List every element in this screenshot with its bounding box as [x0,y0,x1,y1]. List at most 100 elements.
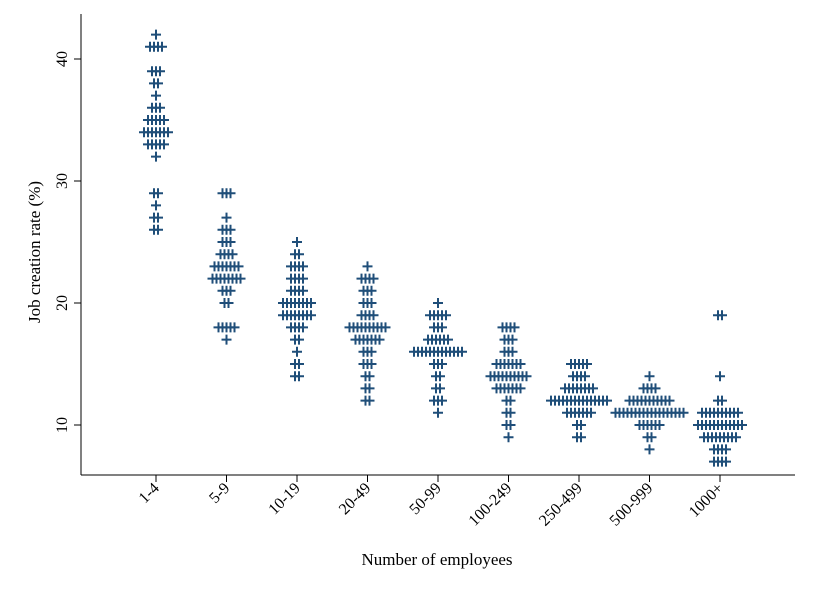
data-point [223,298,234,308]
data-point [233,261,244,272]
data-point [580,371,590,382]
data-point [298,322,308,333]
data-point [521,371,532,382]
data-point [229,322,240,333]
data-point [737,420,747,430]
data-point [380,322,391,333]
x-tick-label: 1-4 [136,480,163,507]
data-point [374,334,385,345]
axis-labels: 10 20 30 40 1-4 5-9 10-19 20-49 50-99 100-249 250-… [54,51,727,530]
data-point [457,346,467,357]
data-point [362,261,373,272]
data-point [306,298,316,308]
data-point [678,407,689,418]
x-tick-label: 250-499 [536,480,586,530]
data-point [292,237,302,247]
data-point [221,212,232,223]
data-point [515,383,526,394]
data-point [437,359,447,369]
data-point [163,127,173,138]
data-point [503,432,514,443]
data-point [306,310,316,321]
x-tick-label: 100-249 [466,480,516,530]
data-point [586,407,596,418]
data-point [221,334,232,345]
data-point [588,383,598,394]
data-point [225,224,236,235]
data-point [294,334,304,345]
data-point [507,334,518,345]
data-point [155,102,165,113]
data-point [366,298,377,308]
x-tick-label: 1000+ [686,480,727,521]
data-point [153,212,163,223]
data-point [366,285,377,296]
data-point [153,78,163,89]
data-point [437,395,447,406]
data-point [366,346,377,357]
data-point [433,407,443,418]
data-point [505,420,516,430]
data-point [441,310,451,321]
axes [74,14,795,482]
data-point [717,395,727,406]
data-point [437,322,447,333]
data-point [153,188,163,199]
data-point [505,407,516,418]
data-point [507,346,518,357]
data-point [715,371,725,382]
data-point [435,383,445,394]
data-point [151,200,161,211]
data-point [298,285,308,296]
data-point [505,395,516,406]
data-point [225,285,236,296]
data-point [650,383,661,394]
y-tick-label: 20 [54,295,71,311]
x-tick-label: 50-99 [406,480,444,518]
data-point [644,444,655,455]
data-marks [139,29,747,467]
data-point [294,359,304,369]
data-point [646,432,657,443]
y-axis-title: Job creation rate (%) [25,181,44,323]
data-point [294,249,304,260]
data-point [721,444,731,455]
data-point [364,395,375,406]
y-tick-label: 10 [54,417,71,433]
x-tick-label: 10-19 [265,480,303,518]
data-point [159,115,169,125]
data-point [227,249,238,260]
data-point [576,420,586,430]
y-tick-label: 30 [54,173,71,189]
data-point [235,273,246,284]
data-point [368,273,379,284]
data-point [721,456,731,467]
data-point [717,310,727,321]
x-axis-title: Number of employees [361,550,512,569]
data-point [364,371,375,382]
data-point [443,334,453,345]
data-point [509,322,520,333]
data-point [368,310,379,321]
data-point [292,346,302,357]
data-point [151,29,161,40]
data-point [298,273,308,284]
data-point [225,188,236,199]
data-point [576,432,586,443]
data-point [433,298,443,308]
data-point [159,139,169,150]
data-point [225,237,236,247]
data-point [151,151,161,162]
data-point [644,371,655,382]
data-point [153,224,163,235]
data-point [602,395,612,406]
x-tick-label: 500-999 [607,480,657,530]
data-point [515,359,526,369]
x-tick-label: 5-9 [206,480,233,507]
data-point [157,41,167,52]
data-point [664,395,675,406]
data-point [731,432,741,443]
data-point [435,371,445,382]
